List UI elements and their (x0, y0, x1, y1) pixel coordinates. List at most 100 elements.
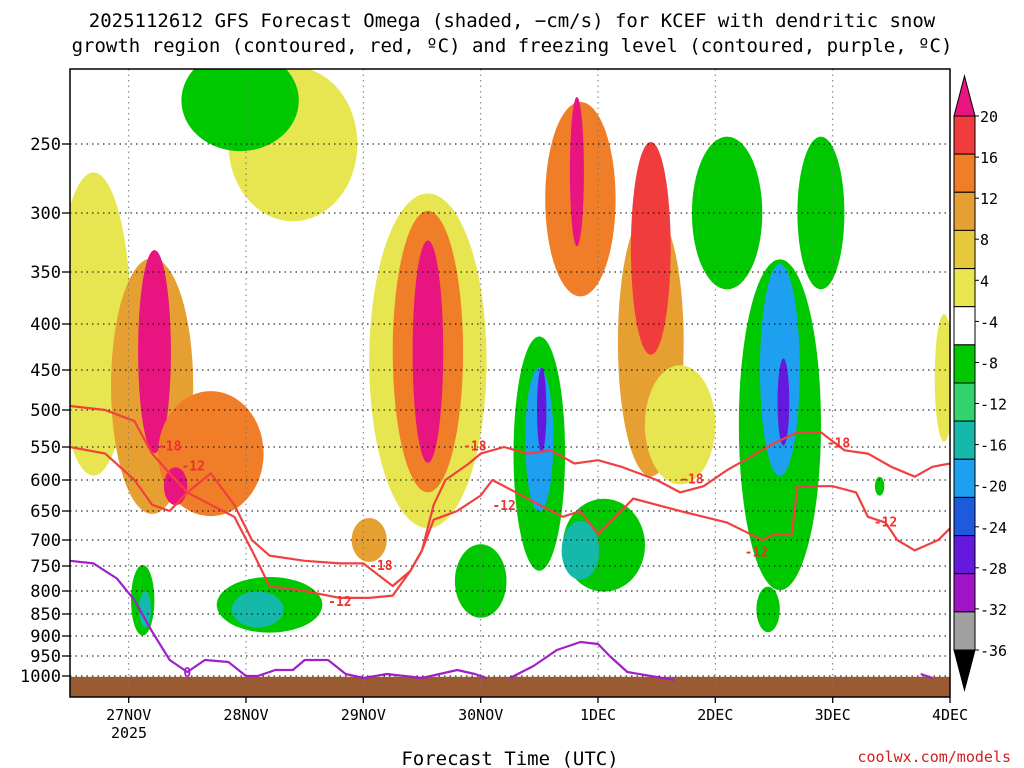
dgz-contour-label: -18 (158, 440, 182, 455)
colorbar-segment (953, 306, 976, 346)
x-tick-label: 27NOV (106, 706, 151, 724)
y-tick-label: 450 (30, 361, 61, 381)
colorbar-label: -28 (980, 560, 1007, 578)
colorbar-top-arrow (953, 74, 976, 117)
omega-region-26 (691, 136, 763, 290)
colorbar-segment (953, 496, 976, 536)
omega-region-32 (797, 136, 845, 290)
colorbar-label: 12 (980, 190, 998, 208)
omega-region-11 (351, 518, 387, 562)
colorbar-segment (953, 458, 976, 498)
dgz-contour-label: -12 (745, 545, 768, 560)
colorbar-segment (953, 344, 976, 384)
svg-text:-18: -18 (827, 437, 851, 452)
omega-region-25 (644, 365, 716, 485)
freezing-level-contour (70, 559, 487, 680)
omega-region-33 (874, 476, 885, 496)
svg-text:-12: -12 (745, 545, 768, 560)
colorbar-segment (953, 611, 976, 651)
surface-terrain (70, 676, 950, 697)
omega-region-24 (630, 142, 671, 355)
chart-title-line-1: 2025112612 GFS Forecast Omega (shaded, −… (89, 10, 936, 32)
plot-area: -18 -12 -18 -12 -18 -12 -18 -12 -18 -12 0 (69, 68, 951, 698)
dgz-contour-label: -18 (463, 440, 487, 455)
omega-region-14 (412, 240, 444, 463)
y-axis: 2503003504004505005506006507007508008509… (20, 135, 70, 687)
freezing-level-label: 0 (183, 666, 191, 681)
y-tick-label: 500 (30, 401, 61, 421)
x-tick-label: 28NOV (223, 706, 268, 724)
colorbar-label: 4 (980, 272, 989, 290)
omega-region-29 (777, 358, 790, 446)
omega-region-2 (138, 250, 171, 454)
chart-title-line-2: growth region (contoured, red, ºC) and f… (72, 35, 953, 57)
omega-region-20 (561, 521, 600, 580)
omega-region-22 (569, 97, 584, 247)
x-tick-label: 29NOV (341, 706, 386, 724)
y-tick-label: 400 (30, 315, 61, 335)
dgz-contour--12 (70, 404, 950, 599)
omega-region-10 (231, 591, 284, 628)
y-tick-label: 850 (30, 605, 61, 625)
dgz-contour--18 (70, 431, 950, 588)
omega-region-30 (756, 586, 780, 633)
colorbar-segment (953, 229, 976, 269)
colorbar-segment (953, 573, 976, 613)
y-tick-label: 250 (30, 135, 61, 155)
svg-text:-12: -12 (874, 515, 897, 530)
contour-lines: -18 -12 -18 -12 -18 -12 -18 -12 -18 -12 0 (70, 404, 950, 682)
svg-text:-18: -18 (680, 473, 704, 488)
surface-fill (70, 676, 950, 697)
colorbar-label: -32 (980, 601, 1007, 619)
colorbar-label: 20 (980, 108, 998, 126)
svg-text:-18: -18 (158, 440, 182, 455)
colorbar-bottom-arrow (953, 649, 976, 692)
x-year-label: 2025 (111, 724, 147, 742)
y-tick-label: 1000 (20, 667, 61, 687)
dgz-contour-label: -18 (827, 437, 851, 452)
freezing-level-contour (920, 672, 933, 680)
omega-region-8 (181, 69, 299, 152)
credit-label: coolwx.com/models (857, 748, 1011, 766)
colorbar-segment (953, 535, 976, 575)
omega-region-18 (537, 367, 547, 453)
colorbar-segment (953, 268, 976, 308)
dgz-contour-label: -18 (369, 559, 393, 574)
colorbar-segment (953, 115, 976, 155)
y-tick-label: 350 (30, 263, 61, 283)
svg-text:-12: -12 (181, 460, 204, 475)
colorbar-label: 8 (980, 231, 989, 249)
y-tick-label: 800 (30, 582, 61, 602)
x-tick-label: 4DEC (932, 706, 968, 724)
y-tick-label: 700 (30, 531, 61, 551)
omega-shading (70, 69, 950, 636)
svg-text:-18: -18 (369, 559, 393, 574)
x-tick-label: 1DEC (580, 706, 616, 724)
svg-text:-12: -12 (492, 499, 515, 514)
colorbar-label: -24 (980, 519, 1007, 537)
x-tick-label: 30NOV (458, 706, 503, 724)
dgz-contour-label: -12 (492, 499, 515, 514)
colorbar-label: -4 (980, 313, 998, 331)
svg-text:-18: -18 (463, 440, 487, 455)
dgz-contour-label: -18 (680, 473, 704, 488)
y-tick-label: 950 (30, 647, 61, 667)
y-tick-label: 900 (30, 627, 61, 647)
omega-region-6 (139, 591, 152, 628)
colorbar-segment (953, 382, 976, 422)
y-tick-label: 600 (30, 471, 61, 491)
dgz-contour-label: -12 (181, 460, 204, 475)
y-tick-label: 650 (30, 502, 61, 522)
gridlines (70, 69, 950, 697)
colorbar: 20 16 12 8 4 -4 -8 -12 -16 -20 -24 -28 -32 -36 (953, 74, 1007, 692)
omega-region-31 (934, 314, 950, 442)
dgz-contour-label: -12 (328, 595, 351, 610)
x-axis: 27NOV 28NOV 29NOV 30NOV 1DEC 2DEC 3DEC 4DEC (106, 697, 968, 724)
freezing-level-contour (509, 640, 675, 682)
colorbar-segment (953, 191, 976, 231)
dgz-contour-label: -12 (874, 515, 897, 530)
x-axis-label: Forecast Time (UTC) (401, 748, 618, 768)
colorbar-label: -8 (980, 355, 998, 373)
colorbar-label: -20 (980, 478, 1007, 496)
y-tick-label: 550 (30, 438, 61, 458)
